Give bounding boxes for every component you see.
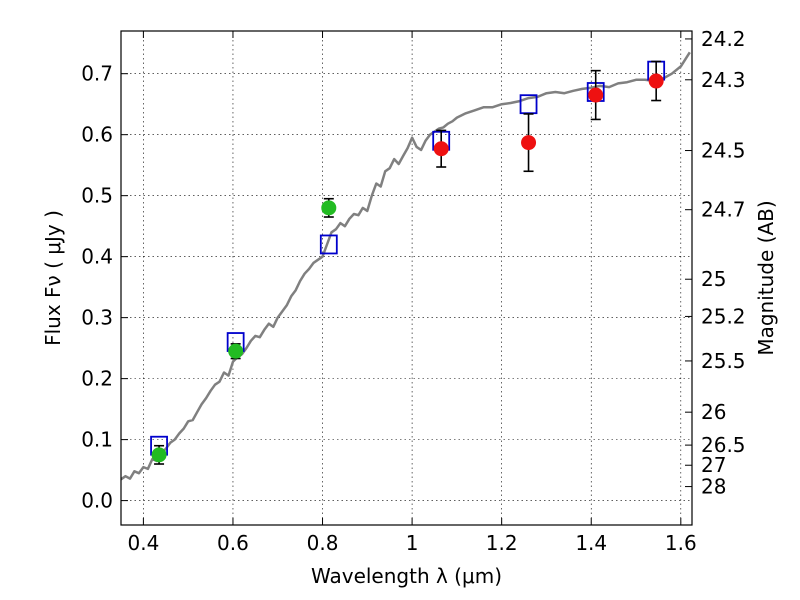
right-axis-label: Magnitude (AB) xyxy=(754,200,778,355)
observed-point xyxy=(151,447,167,463)
axis-ticks: 0.4 0.6 0.8 1 1.2 1.4 1.6 0.0 0.1 0.2 0.3 0.4 0.5 0.6… xyxy=(81,27,745,555)
grid xyxy=(121,31,692,525)
x-tick-label: 0.4 xyxy=(127,531,159,555)
series-1 xyxy=(150,60,666,456)
y-tick-label: 0.3 xyxy=(81,306,113,330)
observed-point xyxy=(228,343,244,359)
right-axis-tick-label: 24.7 xyxy=(701,198,746,222)
right-axis-tick-label: 24.5 xyxy=(701,139,746,163)
x-tick-label: 0.6 xyxy=(217,531,249,555)
model-photometry-point xyxy=(319,234,338,255)
x-axis-label: Wavelength λ (μm) xyxy=(311,564,502,588)
y-tick-label: 0.2 xyxy=(81,367,113,391)
axes-frame xyxy=(120,30,693,526)
y-tick-label: 0.7 xyxy=(81,62,113,86)
y-tick-label: 0.5 xyxy=(81,184,113,208)
x-tick-label: 1.6 xyxy=(665,531,697,555)
right-axis-tick-label: 27 xyxy=(701,453,726,477)
x-tick-label: 1.4 xyxy=(575,531,607,555)
x-tick-label: 1.2 xyxy=(486,531,518,555)
right-axis-tick-label: 24.2 xyxy=(701,27,746,51)
observed-point xyxy=(648,73,664,89)
y-tick-label: 0.0 xyxy=(81,489,113,513)
series-3 xyxy=(433,60,664,173)
y-axis-label: Flux Fν ( μJy ) xyxy=(41,210,65,346)
observed-point xyxy=(588,87,604,103)
observed-point xyxy=(521,135,537,151)
right-axis-tick-label: 24.3 xyxy=(701,68,746,92)
right-axis-tick-label: 26 xyxy=(701,400,726,424)
x-tick-label: 0.8 xyxy=(307,531,339,555)
model-sed-line xyxy=(121,51,691,481)
y-tick-label: 0.4 xyxy=(81,245,113,269)
right-axis-tick-label: 25.5 xyxy=(701,349,746,373)
right-axis-tick-label: 26.5 xyxy=(701,433,746,457)
right-axis-tick-label: 25.2 xyxy=(701,304,746,328)
plot-area xyxy=(121,51,691,481)
observed-point xyxy=(433,141,449,157)
series-0 xyxy=(121,51,691,481)
right-axis-tick-label: 28 xyxy=(701,475,726,499)
x-tick-label: 1 xyxy=(406,531,419,555)
series-2 xyxy=(151,197,337,465)
y-tick-label: 0.6 xyxy=(81,123,113,147)
y-tick-label: 0.1 xyxy=(81,428,113,452)
right-axis-tick-label: 25 xyxy=(701,267,726,291)
observed-point xyxy=(321,200,337,216)
